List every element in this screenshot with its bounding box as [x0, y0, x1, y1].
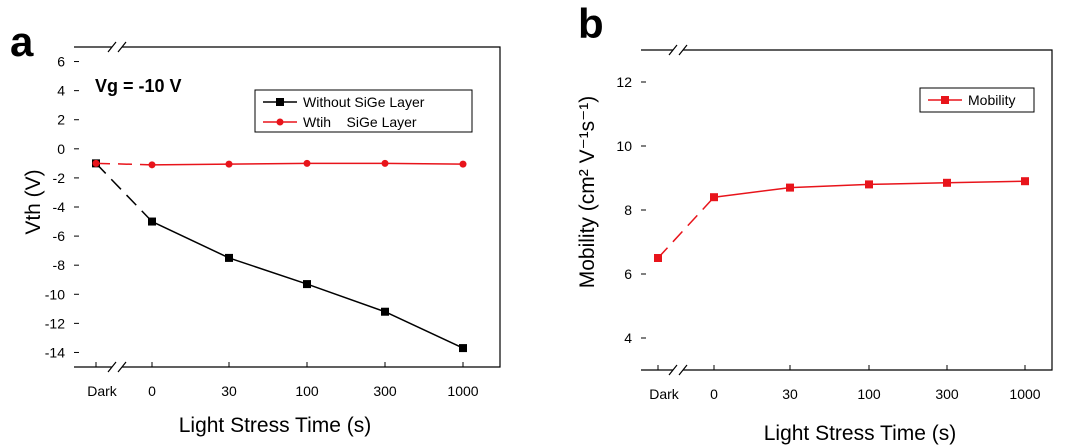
panel-b-letter: b: [578, 0, 604, 47]
panel-a-y-tick-label: 4: [57, 83, 65, 99]
panel-a-x-tick-label: 100: [295, 383, 319, 399]
panel-b-x-tick-label: 100: [857, 386, 881, 402]
panel-b-y-axis-title: Mobility (cm² V⁻¹s⁻¹): [576, 96, 599, 289]
panel-b-x-tick-label: Dark: [649, 386, 680, 402]
panel-a-annotation: Vg = -10 V: [95, 76, 182, 96]
panel-a-y-tick-label: -12: [45, 315, 65, 331]
panel-a-legend-swatch-marker-1: [277, 119, 284, 126]
panel-a-y-tick-label: -4: [53, 199, 66, 215]
panel-b-x-tick-label: 0: [710, 386, 718, 402]
panel-a-series-1-point-4: [382, 160, 389, 167]
panel-a-legend-label-1: Wtih SiGe Layer: [303, 114, 417, 130]
panel-b-y-tick-label: 8: [624, 202, 632, 218]
panel-b-chart: b Light Stress Time (s) Mobility (cm² V⁻…: [576, 0, 1052, 445]
panel-b-y-tick-label: 12: [616, 74, 632, 90]
panel-a-y-tick-label: -14: [45, 344, 65, 360]
panel-a-series-1-point-2: [226, 161, 233, 168]
panel-a-series-0-break-segment: [96, 163, 152, 221]
panel-b-series-0-point-5: [1021, 177, 1029, 185]
panel-a-x-tick-label: 1000: [447, 383, 478, 399]
panel-a-series-1-point-5: [460, 161, 467, 168]
panel-a-series-0-point-2: [225, 254, 233, 262]
panel-b-series-0-point-0: [654, 254, 662, 262]
panel-a-series-0-point-5: [459, 344, 467, 352]
panel-b-legend-label-0: Mobility: [968, 92, 1015, 108]
panel-a-series-0-point-3: [303, 280, 311, 288]
panel-a-y-tick-label: -6: [53, 228, 66, 244]
panel-a-x-tick-label: 300: [373, 383, 397, 399]
panel-b-y-tick-label: 4: [624, 330, 632, 346]
panel-a-letter: a: [10, 18, 34, 65]
panel-a-series-1-point-3: [304, 160, 311, 167]
panel-b-series-0-point-1: [710, 193, 718, 201]
panel-b-y-tick-label: 10: [616, 138, 632, 154]
panel-b-x-axis-title: Light Stress Time (s): [764, 422, 957, 445]
panel-a-x-tick-label: 30: [221, 383, 237, 399]
panel-a-series-0-point-4: [381, 308, 389, 316]
panel-b-x-tick-label: 30: [782, 386, 798, 402]
panel-a-y-axis-title: Vth (V): [22, 169, 45, 234]
panel-b-y-tick-label: 6: [624, 266, 632, 282]
panel-a-series-1-point-0: [93, 160, 100, 167]
panel-a-y-tick-label: -2: [53, 170, 66, 186]
panel-a-series-1-break-segment: [96, 163, 152, 164]
panel-a-x-tick-label: 0: [148, 383, 156, 399]
panel-a-y-tick-label: -8: [53, 257, 66, 273]
panel-b-x-tick-label: 300: [935, 386, 959, 402]
panel-a-y-tick-label: -10: [45, 286, 65, 302]
panel-a-legend-label-0: Without SiGe Layer: [303, 94, 425, 110]
panel-b-series-0-point-4: [943, 179, 951, 187]
panel-b-legend-swatch-marker-0: [941, 96, 949, 104]
panel-a-x-tick-label: Dark: [87, 383, 118, 399]
panel-a-y-tick-label: 0: [57, 141, 65, 157]
panel-b-x-tick-label: 1000: [1009, 386, 1040, 402]
panel-a-series-1-point-1: [149, 161, 156, 168]
panel-a-series-0-point-1: [148, 218, 156, 226]
panel-a-legend-swatch-marker-0: [276, 98, 284, 106]
panel-a-y-tick-label: 2: [57, 112, 65, 128]
panel-a-chart: a Vg = -10 V Light Stress Time (s) Vth (…: [10, 18, 500, 437]
panel-b-series-0-point-2: [786, 184, 794, 192]
panel-a-x-axis-title: Light Stress Time (s): [179, 414, 372, 437]
panel-b-series-0-break-segment: [658, 197, 714, 258]
panel-a-y-tick-label: 6: [57, 54, 65, 70]
panel-b-series-0-point-3: [865, 180, 873, 188]
